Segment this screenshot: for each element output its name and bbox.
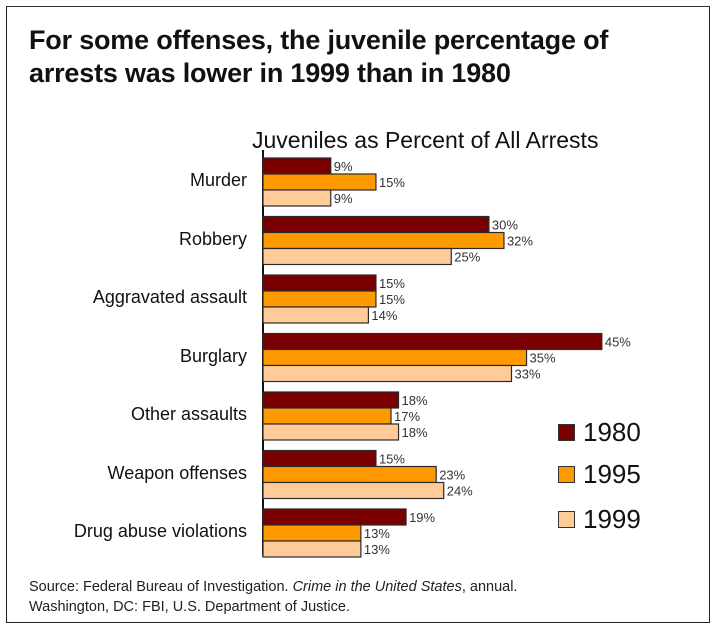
data-label: 17% bbox=[394, 409, 420, 424]
bar-1980 bbox=[262, 157, 332, 175]
headline-line-1: For some offenses, the juvenile percenta… bbox=[29, 25, 609, 55]
data-label: 33% bbox=[514, 367, 540, 382]
data-label: 14% bbox=[371, 308, 397, 323]
legend-label: 1980 bbox=[583, 416, 641, 447]
bar-1995 bbox=[262, 465, 437, 484]
bar-1980 bbox=[262, 215, 490, 234]
category-label: Other assaults bbox=[130, 404, 247, 424]
bar-1995 bbox=[262, 524, 362, 542]
bar-1999 bbox=[262, 247, 452, 266]
data-label: 18% bbox=[402, 393, 428, 408]
data-label: 19% bbox=[409, 510, 435, 525]
bar-1980 bbox=[262, 332, 603, 351]
legend-item: 1995 bbox=[558, 459, 641, 489]
data-label: 25% bbox=[454, 250, 480, 265]
data-label: 23% bbox=[439, 468, 465, 483]
category-label: Weapon offenses bbox=[107, 462, 247, 483]
bar-1995 bbox=[262, 407, 392, 425]
data-label: 15% bbox=[379, 292, 405, 307]
bar-1999 bbox=[262, 540, 362, 558]
data-label: 24% bbox=[447, 484, 473, 499]
bar-1999 bbox=[262, 423, 400, 441]
bar-1980 bbox=[262, 449, 377, 468]
data-label: 30% bbox=[492, 218, 518, 233]
legend-swatch bbox=[558, 423, 575, 441]
category-label: Robbery bbox=[178, 228, 247, 249]
source-suffix: , annual. bbox=[461, 579, 518, 595]
legend-swatch bbox=[558, 465, 575, 483]
source-publication: Crime in the United States bbox=[292, 579, 462, 595]
legend-item: 1980 bbox=[558, 417, 641, 447]
category-label: Burglary bbox=[179, 345, 247, 366]
chart-title: Juveniles as Percent of All Arrests bbox=[252, 127, 599, 153]
bar-1995 bbox=[262, 231, 505, 250]
data-label: 15% bbox=[379, 276, 405, 291]
data-label: 18% bbox=[402, 425, 428, 440]
legend-swatch bbox=[558, 510, 575, 528]
bar-1999 bbox=[262, 481, 445, 500]
data-label: 13% bbox=[364, 526, 390, 541]
bar-1980 bbox=[262, 274, 377, 292]
bar-1999 bbox=[262, 364, 513, 383]
source-line-2: Washington, DC: FBI, U.S. Department of … bbox=[29, 599, 350, 615]
data-label: 45% bbox=[605, 335, 631, 350]
bar-1995 bbox=[262, 173, 377, 191]
source-note: Source: Federal Bureau of Investigation.… bbox=[29, 577, 517, 617]
data-label: 15% bbox=[379, 452, 405, 467]
headline: For some offenses, the juvenile percenta… bbox=[29, 24, 669, 90]
data-label: 13% bbox=[364, 542, 390, 557]
data-label: 32% bbox=[507, 234, 533, 249]
source-line-1: Source: Federal Bureau of Investigation.… bbox=[29, 577, 517, 597]
chart-frame bbox=[6, 6, 710, 623]
bar-1999 bbox=[262, 306, 370, 324]
bar-1995 bbox=[262, 348, 528, 367]
data-label: 9% bbox=[334, 159, 353, 174]
data-label: 35% bbox=[530, 351, 556, 366]
data-label: 15% bbox=[379, 175, 405, 190]
category-label: Drug abuse violations bbox=[73, 521, 247, 541]
category-label: Aggravated assault bbox=[92, 287, 247, 307]
source-prefix: Source: Federal Bureau of Investigation. bbox=[29, 579, 289, 595]
bar-1995 bbox=[262, 290, 377, 308]
bar-1980 bbox=[262, 508, 407, 526]
legend-label: 1999 bbox=[583, 503, 641, 534]
legend-label: 1995 bbox=[583, 458, 641, 489]
data-label: 9% bbox=[334, 191, 353, 206]
headline-line-2: arrests was lower in 1999 than in 1980 bbox=[29, 58, 511, 88]
category-label: Murder bbox=[189, 170, 247, 190]
bar-1999 bbox=[262, 189, 332, 207]
bar-1980 bbox=[262, 391, 400, 409]
legend-item: 1999 bbox=[558, 504, 641, 534]
